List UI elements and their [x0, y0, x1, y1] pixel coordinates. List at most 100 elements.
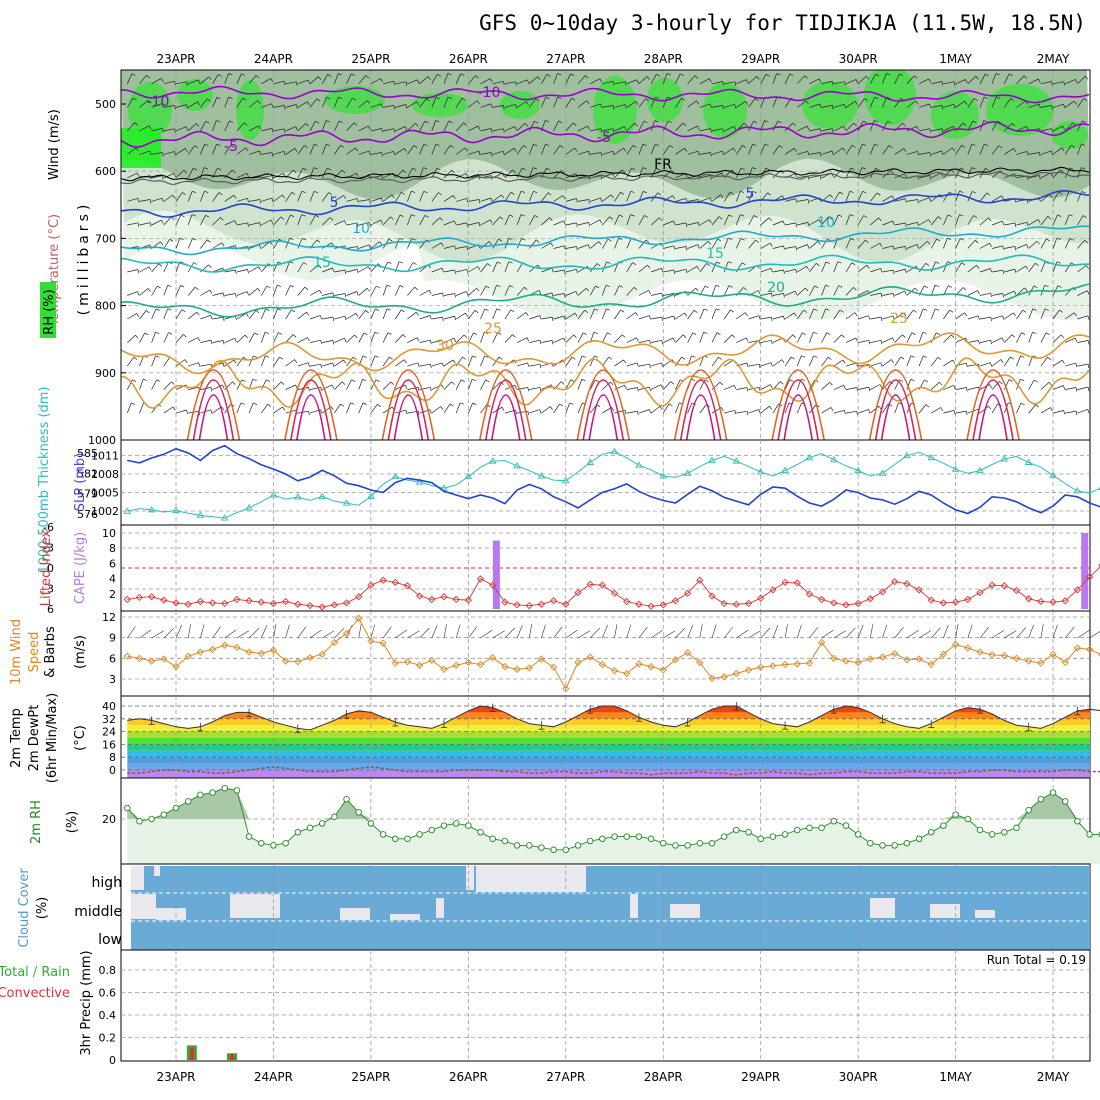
wind-barb — [663, 315, 674, 320]
lifted-index-marker — [683, 589, 692, 597]
wind-barb-flag — [412, 262, 417, 265]
wind-barb — [699, 175, 711, 179]
wind-barb-flag — [379, 241, 383, 245]
wind-barb-flag — [672, 195, 675, 200]
wind-barb — [419, 315, 431, 320]
wind-barb-flag — [538, 290, 542, 295]
wind-barb-flag — [843, 385, 846, 390]
wind-barb-flag — [888, 145, 893, 149]
wind-barb-flag — [374, 331, 379, 334]
wind-barb — [675, 198, 687, 202]
rh-shading — [121, 70, 1090, 320]
bottom-date-label: 2MAY — [1037, 1070, 1070, 1084]
wind-barb — [139, 199, 151, 202]
wind-barb-flag — [218, 192, 223, 196]
wind-barb-flag — [765, 73, 770, 77]
wind-barb — [504, 214, 510, 226]
wind-barb-flag — [426, 98, 430, 102]
temperature-band — [127, 725, 1090, 732]
wind-barb-flag — [573, 334, 577, 338]
surface-wind-barb — [395, 629, 407, 639]
wind-barb-flag — [826, 332, 831, 335]
wind-barb — [931, 150, 942, 155]
bottom-date-label: 29APR — [741, 1070, 780, 1084]
wind-barb — [1052, 169, 1061, 179]
wind-barb — [443, 96, 449, 108]
wind-barb — [358, 288, 368, 296]
thickness-marker — [537, 472, 546, 479]
wind-barb-flag — [460, 73, 465, 76]
wind-barb — [383, 105, 394, 108]
wind-barb-flag — [892, 315, 895, 320]
wind-barb-flag — [381, 128, 383, 133]
wind-barb-flag — [682, 334, 687, 338]
wind-barb-flag — [709, 219, 712, 224]
wind-barb — [650, 120, 656, 132]
wind-barb — [297, 145, 305, 155]
wind-barb — [699, 241, 709, 249]
wind-barb — [187, 123, 197, 132]
wind-barb-flag — [448, 120, 453, 124]
wind-barb-flag — [462, 356, 467, 360]
wind-barb — [711, 261, 717, 273]
wind-barb-flag — [340, 403, 344, 407]
wind-barb — [541, 144, 546, 155]
wind-barb — [358, 244, 370, 249]
wind-barb — [1065, 100, 1075, 108]
ylabel-rh-unit: (%) — [65, 811, 80, 834]
wind-barb — [735, 238, 742, 249]
wind-barb-flag — [131, 402, 136, 405]
wind-barb-flag — [649, 364, 651, 369]
wind-barb-flag — [503, 105, 505, 110]
wind-barb — [321, 74, 329, 84]
wind-barb-flag — [387, 261, 392, 264]
wind-barb — [784, 122, 794, 132]
wind-barb-flag — [745, 337, 749, 342]
wind-barb-flag — [1023, 75, 1028, 79]
wind-barb — [261, 175, 273, 179]
wind-barb-flag — [661, 340, 663, 345]
wind-barb — [468, 332, 474, 343]
wind-barb — [602, 216, 610, 226]
wind-barb-flag — [863, 215, 868, 218]
wind-barb-flag — [684, 312, 688, 317]
wind-barb — [163, 239, 170, 249]
wind-barb-flag — [524, 123, 529, 127]
wind-barb — [918, 197, 930, 202]
wind-barb — [651, 292, 662, 296]
wind-barb-flag — [574, 312, 578, 317]
wind-barb — [358, 100, 368, 108]
lifted-index-marker — [939, 599, 948, 607]
wind-barb-flag — [369, 199, 371, 204]
rh-2m-marker — [879, 842, 886, 849]
wind-speed-marker — [854, 658, 862, 667]
surface-wind-barb — [614, 624, 618, 639]
wind-barb-flag — [587, 125, 590, 130]
wind-barb-flag — [362, 402, 367, 405]
wind-barb — [1016, 221, 1028, 226]
wind-barb — [1028, 219, 1039, 226]
top-date-label: 24APR — [254, 52, 293, 66]
wind-barb-flag — [318, 264, 322, 269]
wind-barb — [480, 263, 488, 273]
wind-barb — [687, 222, 699, 226]
wind-barb — [504, 104, 516, 108]
wind-barb-flag — [905, 222, 907, 227]
wind-barb — [1016, 332, 1022, 343]
thickness-marker — [440, 484, 448, 491]
wind-barb-flag — [635, 312, 639, 316]
wind-barb — [492, 332, 498, 343]
wind-barb-flag — [508, 237, 513, 240]
wind-barb-flag — [1082, 215, 1087, 218]
wind-barb-flag — [742, 145, 747, 148]
wind-barb-flag — [499, 216, 504, 220]
lifted-index-marker — [647, 602, 655, 610]
temp-tick: 40 — [102, 700, 116, 713]
wind-barb-flag — [1081, 143, 1086, 146]
rh-2m-marker — [501, 837, 509, 845]
lifted-index-marker — [610, 589, 619, 597]
wind-barb — [443, 145, 451, 155]
ylabel-2m-dewpt: 2m DewPt — [27, 705, 42, 772]
wind-barb-flag — [559, 145, 564, 148]
wind-barb-flag — [704, 285, 709, 289]
